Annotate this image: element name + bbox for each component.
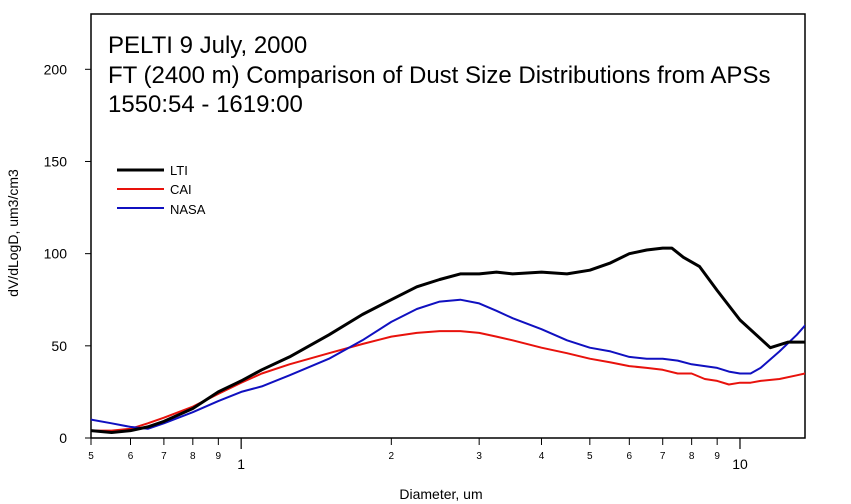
x-axis: 5 6 7 8 9 2 3 4 5 6 7 8 9 1 10 <box>88 438 748 472</box>
x-minor-tick-label-6: 6 <box>627 451 633 462</box>
series-line-nasa <box>91 298 805 430</box>
x-minor-tick-label-8: 8 <box>689 451 695 462</box>
legend-label-nasa: NASA <box>170 202 206 217</box>
x-minor-tick-label-0-7: 7 <box>161 451 167 462</box>
y-axis: 0 50 100 150 200 <box>44 61 91 446</box>
title-line-3: 1550:54 - 1619:00 <box>108 91 303 118</box>
series-lines <box>91 246 805 434</box>
series-line-cai <box>91 330 805 432</box>
x-minor-tick-label-2: 2 <box>389 451 395 462</box>
x-minor-tick-label-4: 4 <box>539 451 545 462</box>
y-tick-label-200: 200 <box>44 61 68 77</box>
x-minor-tick-label-7: 7 <box>660 451 666 462</box>
x-minor-tick-label-0-6: 6 <box>128 451 134 462</box>
x-minor-tick-label-5: 5 <box>587 451 593 462</box>
plot-frame <box>90 13 806 439</box>
title-line-2: FT (2400 m) Comparison of Dust Size Dist… <box>108 62 770 89</box>
x-minor-tick-label-9: 9 <box>714 451 720 462</box>
y-tick-label-50: 50 <box>51 338 67 354</box>
x-axis-title: Diameter, um <box>399 486 482 502</box>
x-minor-tick-label-3: 3 <box>476 451 482 462</box>
chart-title: PELTI 9 July, 2000 FT (2400 m) Compariso… <box>108 32 770 118</box>
x-minor-tick-label-0-9: 9 <box>216 451 222 462</box>
legend-label-cai: CAI <box>170 182 192 197</box>
x-minor-tick-label-0-5: 5 <box>88 451 94 462</box>
legend-label-lti: LTI <box>170 163 188 178</box>
series-line-lti <box>91 246 805 434</box>
x-minor-tick-label-0-8: 8 <box>190 451 196 462</box>
x-major-tick-label-1: 1 <box>237 456 245 472</box>
y-tick-label-0: 0 <box>59 430 67 446</box>
x-major-tick-label-10: 10 <box>732 456 748 472</box>
y-axis-title: dV/dLogD, um3/cm3 <box>5 169 21 297</box>
legend: LTI CAI NASA <box>117 163 206 217</box>
y-tick-label-100: 100 <box>44 246 68 262</box>
y-tick-label-150: 150 <box>44 153 68 169</box>
title-line-1: PELTI 9 July, 2000 <box>108 32 307 59</box>
